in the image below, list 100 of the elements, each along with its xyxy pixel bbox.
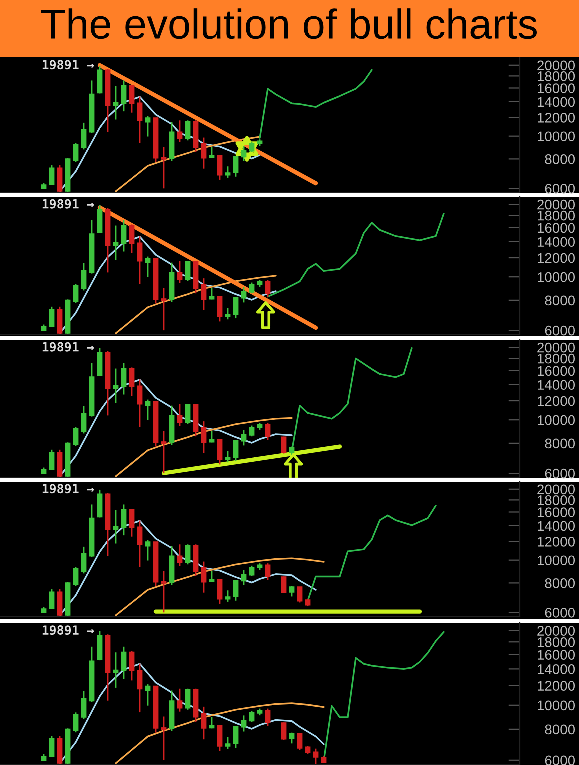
candlestick <box>49 164 55 186</box>
y-tick-label: 8000 <box>545 154 576 164</box>
y-tick-label: 10000 <box>538 132 576 142</box>
y-tick-label: 20000 <box>538 484 576 495</box>
annotation: 19891 → <box>42 199 94 209</box>
candlestick <box>217 725 223 752</box>
candlestick <box>137 663 143 714</box>
candlestick <box>217 439 223 466</box>
candlestick <box>81 122 87 150</box>
candlestick <box>145 256 151 278</box>
candlestick <box>233 440 239 462</box>
candlestick <box>129 224 135 254</box>
candlestick <box>241 569 247 586</box>
candlestick <box>73 566 79 587</box>
y-tick-label: 14000 <box>538 97 576 108</box>
candlestick <box>121 504 127 536</box>
y-tick-label: 8000 <box>545 578 576 588</box>
y-tick-label: 20000 <box>538 60 576 71</box>
y-tick-label: 12000 <box>538 253 576 264</box>
y-tick-label: 18000 <box>538 496 576 506</box>
candlestick <box>201 137 207 170</box>
candlestick <box>201 706 207 740</box>
candlestick <box>233 580 239 602</box>
candlestick <box>81 262 87 292</box>
candlestick <box>81 690 87 720</box>
y-tick-label: 14000 <box>538 380 576 390</box>
y-tick-label: 8000 <box>545 724 576 735</box>
candlestick <box>185 403 191 426</box>
candlestick <box>121 80 127 112</box>
y-tick-label: 12000 <box>538 396 576 406</box>
candlestick <box>161 716 167 762</box>
candlestick <box>281 576 287 594</box>
candlestick <box>209 146 215 160</box>
candlestick <box>201 420 207 454</box>
candlestick <box>49 735 55 758</box>
y-tick-label: 12000 <box>538 537 576 547</box>
candlestick <box>73 712 79 734</box>
candlestick <box>121 646 127 680</box>
candlestick <box>217 155 223 181</box>
candlestick <box>49 449 55 471</box>
candlestick <box>145 684 151 707</box>
y-tick-label: 12000 <box>538 113 576 123</box>
candlestick <box>57 164 63 193</box>
y-tick-label: 10000 <box>538 415 576 426</box>
y-tick-label: 18000 <box>538 354 576 364</box>
candlestick <box>57 306 63 335</box>
candlestick <box>161 430 167 474</box>
candlestick <box>57 588 63 617</box>
candlestick <box>177 544 183 568</box>
candlestick <box>137 96 143 144</box>
line-series <box>115 136 261 192</box>
candlestick <box>249 425 255 438</box>
candlestick <box>185 544 191 566</box>
candlestick <box>177 403 183 428</box>
candlestick <box>201 278 207 312</box>
candlestick <box>121 362 127 396</box>
candlestick <box>265 280 271 298</box>
candlestick <box>241 714 247 732</box>
candlestick <box>281 722 287 741</box>
candlestick <box>265 708 271 727</box>
candlestick <box>57 735 63 765</box>
candlestick <box>137 378 143 428</box>
y-tick-label: 16000 <box>538 84 576 94</box>
candlestick <box>113 509 119 544</box>
candlestick <box>137 520 143 568</box>
candlestick <box>81 406 87 434</box>
candlestick <box>241 429 247 446</box>
annotation: 19891 → <box>42 626 94 636</box>
candlestick <box>249 282 255 294</box>
y-tick-label: 8000 <box>545 438 576 449</box>
y-tick-label: 20000 <box>538 626 576 636</box>
candlestick <box>225 590 231 603</box>
candlestick <box>161 146 167 190</box>
candlestick <box>233 156 239 178</box>
candlestick <box>97 489 103 518</box>
candlestick <box>113 652 119 689</box>
candlestick <box>73 426 79 448</box>
candlestick <box>177 120 183 144</box>
candlestick <box>297 586 303 604</box>
annotation: 19891 → <box>42 342 94 352</box>
candlestick <box>49 306 55 328</box>
y-tick-label: 18000 <box>538 210 576 221</box>
candlestick <box>265 422 271 441</box>
line-series <box>115 558 325 616</box>
y-tick-label: 6000 <box>545 184 576 194</box>
candlestick <box>121 220 127 252</box>
candlestick <box>129 508 135 538</box>
candlestick <box>145 540 151 562</box>
y-tick-label: 12000 <box>538 681 576 691</box>
y-tick-label: 16000 <box>538 650 576 660</box>
y-tick-label: 16000 <box>538 223 576 234</box>
candlestick <box>185 688 191 711</box>
y-tick-label: 10000 <box>538 272 576 282</box>
y-tick-label: 6000 <box>545 468 576 479</box>
candlestick <box>97 347 103 378</box>
candlestick <box>209 570 215 584</box>
candlestick <box>97 630 103 662</box>
candlestick <box>49 588 55 610</box>
candlestick <box>185 260 191 282</box>
candlestick <box>137 236 143 285</box>
